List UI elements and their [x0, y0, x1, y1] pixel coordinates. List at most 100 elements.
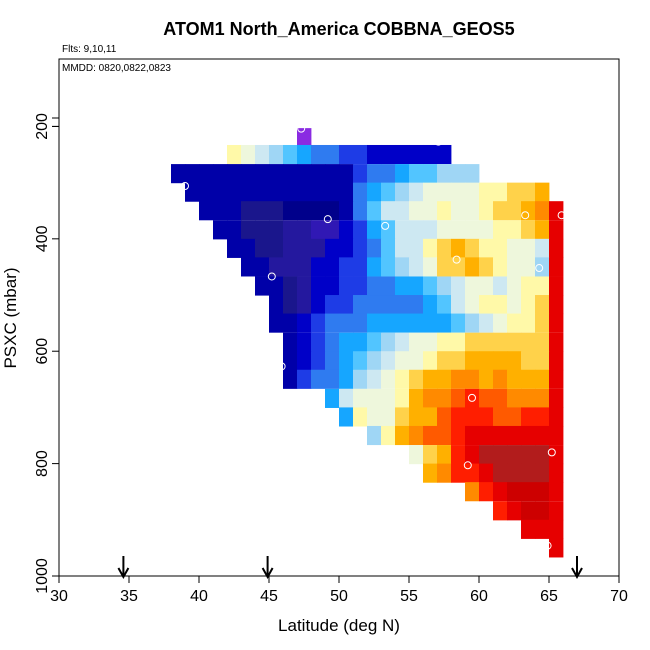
heatmap-cell	[381, 425, 396, 446]
heatmap-cell	[409, 425, 424, 446]
heatmap-cell	[199, 164, 214, 184]
heatmap-cell	[353, 295, 368, 315]
heatmap-cell	[325, 164, 340, 184]
heatmap-cell	[521, 463, 536, 483]
heatmap-cell	[423, 182, 438, 202]
heatmap-cell	[297, 128, 312, 148]
heatmap-cell	[493, 220, 508, 240]
heatmap-cells	[171, 128, 564, 558]
heatmap-cell	[381, 182, 396, 202]
heatmap-cell	[465, 463, 480, 483]
heatmap-cell	[493, 425, 508, 446]
heatmap-cell	[367, 164, 382, 184]
heatmap-cell	[549, 313, 564, 333]
heatmap-cell	[353, 238, 368, 258]
observation-point	[521, 211, 530, 220]
heatmap-cell	[311, 164, 326, 184]
x-tick-label: 40	[190, 588, 208, 605]
heatmap-cell	[199, 201, 214, 221]
heatmap-cell	[339, 144, 354, 165]
heatmap-cell	[423, 201, 438, 221]
heatmap-cell	[409, 276, 424, 296]
heatmap-cell	[395, 407, 410, 427]
heatmap-cell	[255, 144, 270, 165]
heatmap-cell	[269, 313, 284, 333]
heatmap-cell	[353, 407, 368, 427]
heatmap-cell	[465, 164, 480, 184]
heatmap-cell	[437, 238, 452, 258]
heatmap-cell	[521, 445, 536, 465]
y-axis: 200 400 600 800 1000	[34, 113, 59, 594]
heatmap-cell	[353, 313, 368, 333]
heatmap-cell	[423, 351, 438, 371]
heatmap-cell	[451, 182, 466, 202]
heatmap-cell	[283, 220, 298, 240]
heatmap-cell	[227, 164, 242, 184]
observation-point	[543, 541, 552, 550]
heatmap-cell	[465, 201, 480, 221]
heatmap-cell	[549, 538, 564, 558]
heatmap-cell	[367, 407, 382, 427]
heatmap-cell	[353, 257, 368, 277]
observation-point	[277, 362, 286, 371]
heatmap-cell	[451, 164, 466, 184]
heatmap-cell	[549, 388, 564, 408]
heatmap-cell	[297, 220, 312, 240]
heatmap-cell	[521, 501, 536, 521]
heatmap-cell	[395, 182, 410, 202]
heatmap-cell	[381, 164, 396, 184]
heatmap-cell	[535, 407, 550, 427]
observation-point	[434, 137, 443, 146]
heatmap-cell	[437, 351, 452, 371]
heatmap-cell	[493, 238, 508, 258]
heatmap-cell	[227, 220, 242, 240]
heatmap-cell	[339, 295, 354, 315]
heatmap-cell	[297, 332, 312, 352]
x-tick-label: 45	[260, 588, 278, 605]
heatmap-cell	[339, 164, 354, 184]
heatmap-cell	[325, 295, 340, 315]
heatmap-cell	[423, 332, 438, 352]
heatmap-cell	[395, 351, 410, 371]
heatmap-cell	[521, 388, 536, 408]
heatmap-cell	[367, 257, 382, 277]
heatmap-cell	[241, 164, 256, 184]
heatmap-cell	[507, 276, 522, 296]
heatmap-cell	[255, 182, 270, 202]
heatmap-cell	[507, 388, 522, 408]
heatmap-cell	[479, 369, 494, 389]
heatmap-cell	[339, 201, 354, 221]
heatmap-cell	[437, 463, 452, 483]
flight-arrows	[117, 556, 583, 580]
heatmap-cell	[339, 220, 354, 240]
heatmap-cell	[451, 220, 466, 240]
observation-point	[381, 221, 390, 230]
heatmap-cell	[493, 501, 508, 521]
heatmap-cell	[535, 501, 550, 521]
heatmap-cell	[465, 407, 480, 427]
heatmap-cell	[339, 388, 354, 408]
y-tick-label: 800	[34, 450, 51, 477]
heatmap-cell	[311, 182, 326, 202]
observation-point	[547, 448, 556, 457]
heatmap-cell	[493, 182, 508, 202]
heatmap-cell	[395, 332, 410, 352]
heatmap-cell	[465, 257, 480, 277]
heatmap-cell	[395, 201, 410, 221]
heatmap-cell	[479, 445, 494, 465]
heatmap-cell	[241, 201, 256, 221]
heatmap-cell	[507, 313, 522, 333]
heatmap-cell	[395, 276, 410, 296]
heatmap-cell	[493, 276, 508, 296]
heatmap-cell	[353, 201, 368, 221]
heatmap-cell	[353, 182, 368, 202]
heatmap-cell	[451, 276, 466, 296]
heatmap-cell	[269, 276, 284, 296]
heatmap-cell	[255, 201, 270, 221]
heatmap-cell	[311, 257, 326, 277]
heatmap-cell	[521, 351, 536, 371]
heatmap-cell	[283, 144, 298, 165]
heatmap-cell	[479, 295, 494, 315]
heatmap-cell	[521, 369, 536, 389]
heatmap-cell	[423, 463, 438, 483]
